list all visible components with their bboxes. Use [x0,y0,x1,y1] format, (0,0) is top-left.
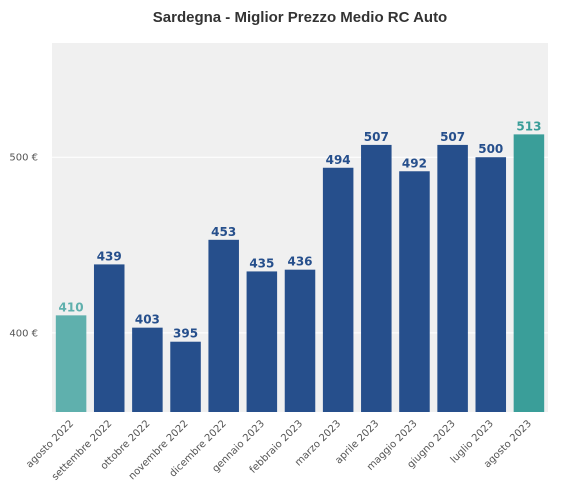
bar [322,167,354,412]
bar [361,144,392,412]
bar [399,171,430,412]
data-label: 436 [287,255,312,269]
data-label: 500 [478,142,503,156]
data-label: 492 [402,156,427,170]
bar [437,144,468,412]
bar [93,264,125,412]
bar [55,315,87,412]
data-label: 513 [516,119,541,133]
data-label: 507 [364,130,389,144]
data-label: 439 [97,249,122,263]
chart-title: Sardegna - Miglior Prezzo Medio RC Auto [152,9,448,26]
data-label: 403 [135,313,160,327]
data-label: 507 [440,130,465,144]
data-label: 494 [326,153,351,167]
bar [208,239,239,412]
data-label: 410 [59,300,84,314]
bar [284,269,316,412]
bar [513,134,545,412]
bar [132,327,163,412]
y-tick-label: 400 € [9,328,38,339]
data-label: 435 [249,256,274,270]
bar [475,157,507,412]
data-label: 453 [211,225,236,239]
data-label: 395 [173,327,198,341]
bar [170,341,201,412]
bar [246,271,278,412]
y-tick-label: 500 € [9,153,38,164]
